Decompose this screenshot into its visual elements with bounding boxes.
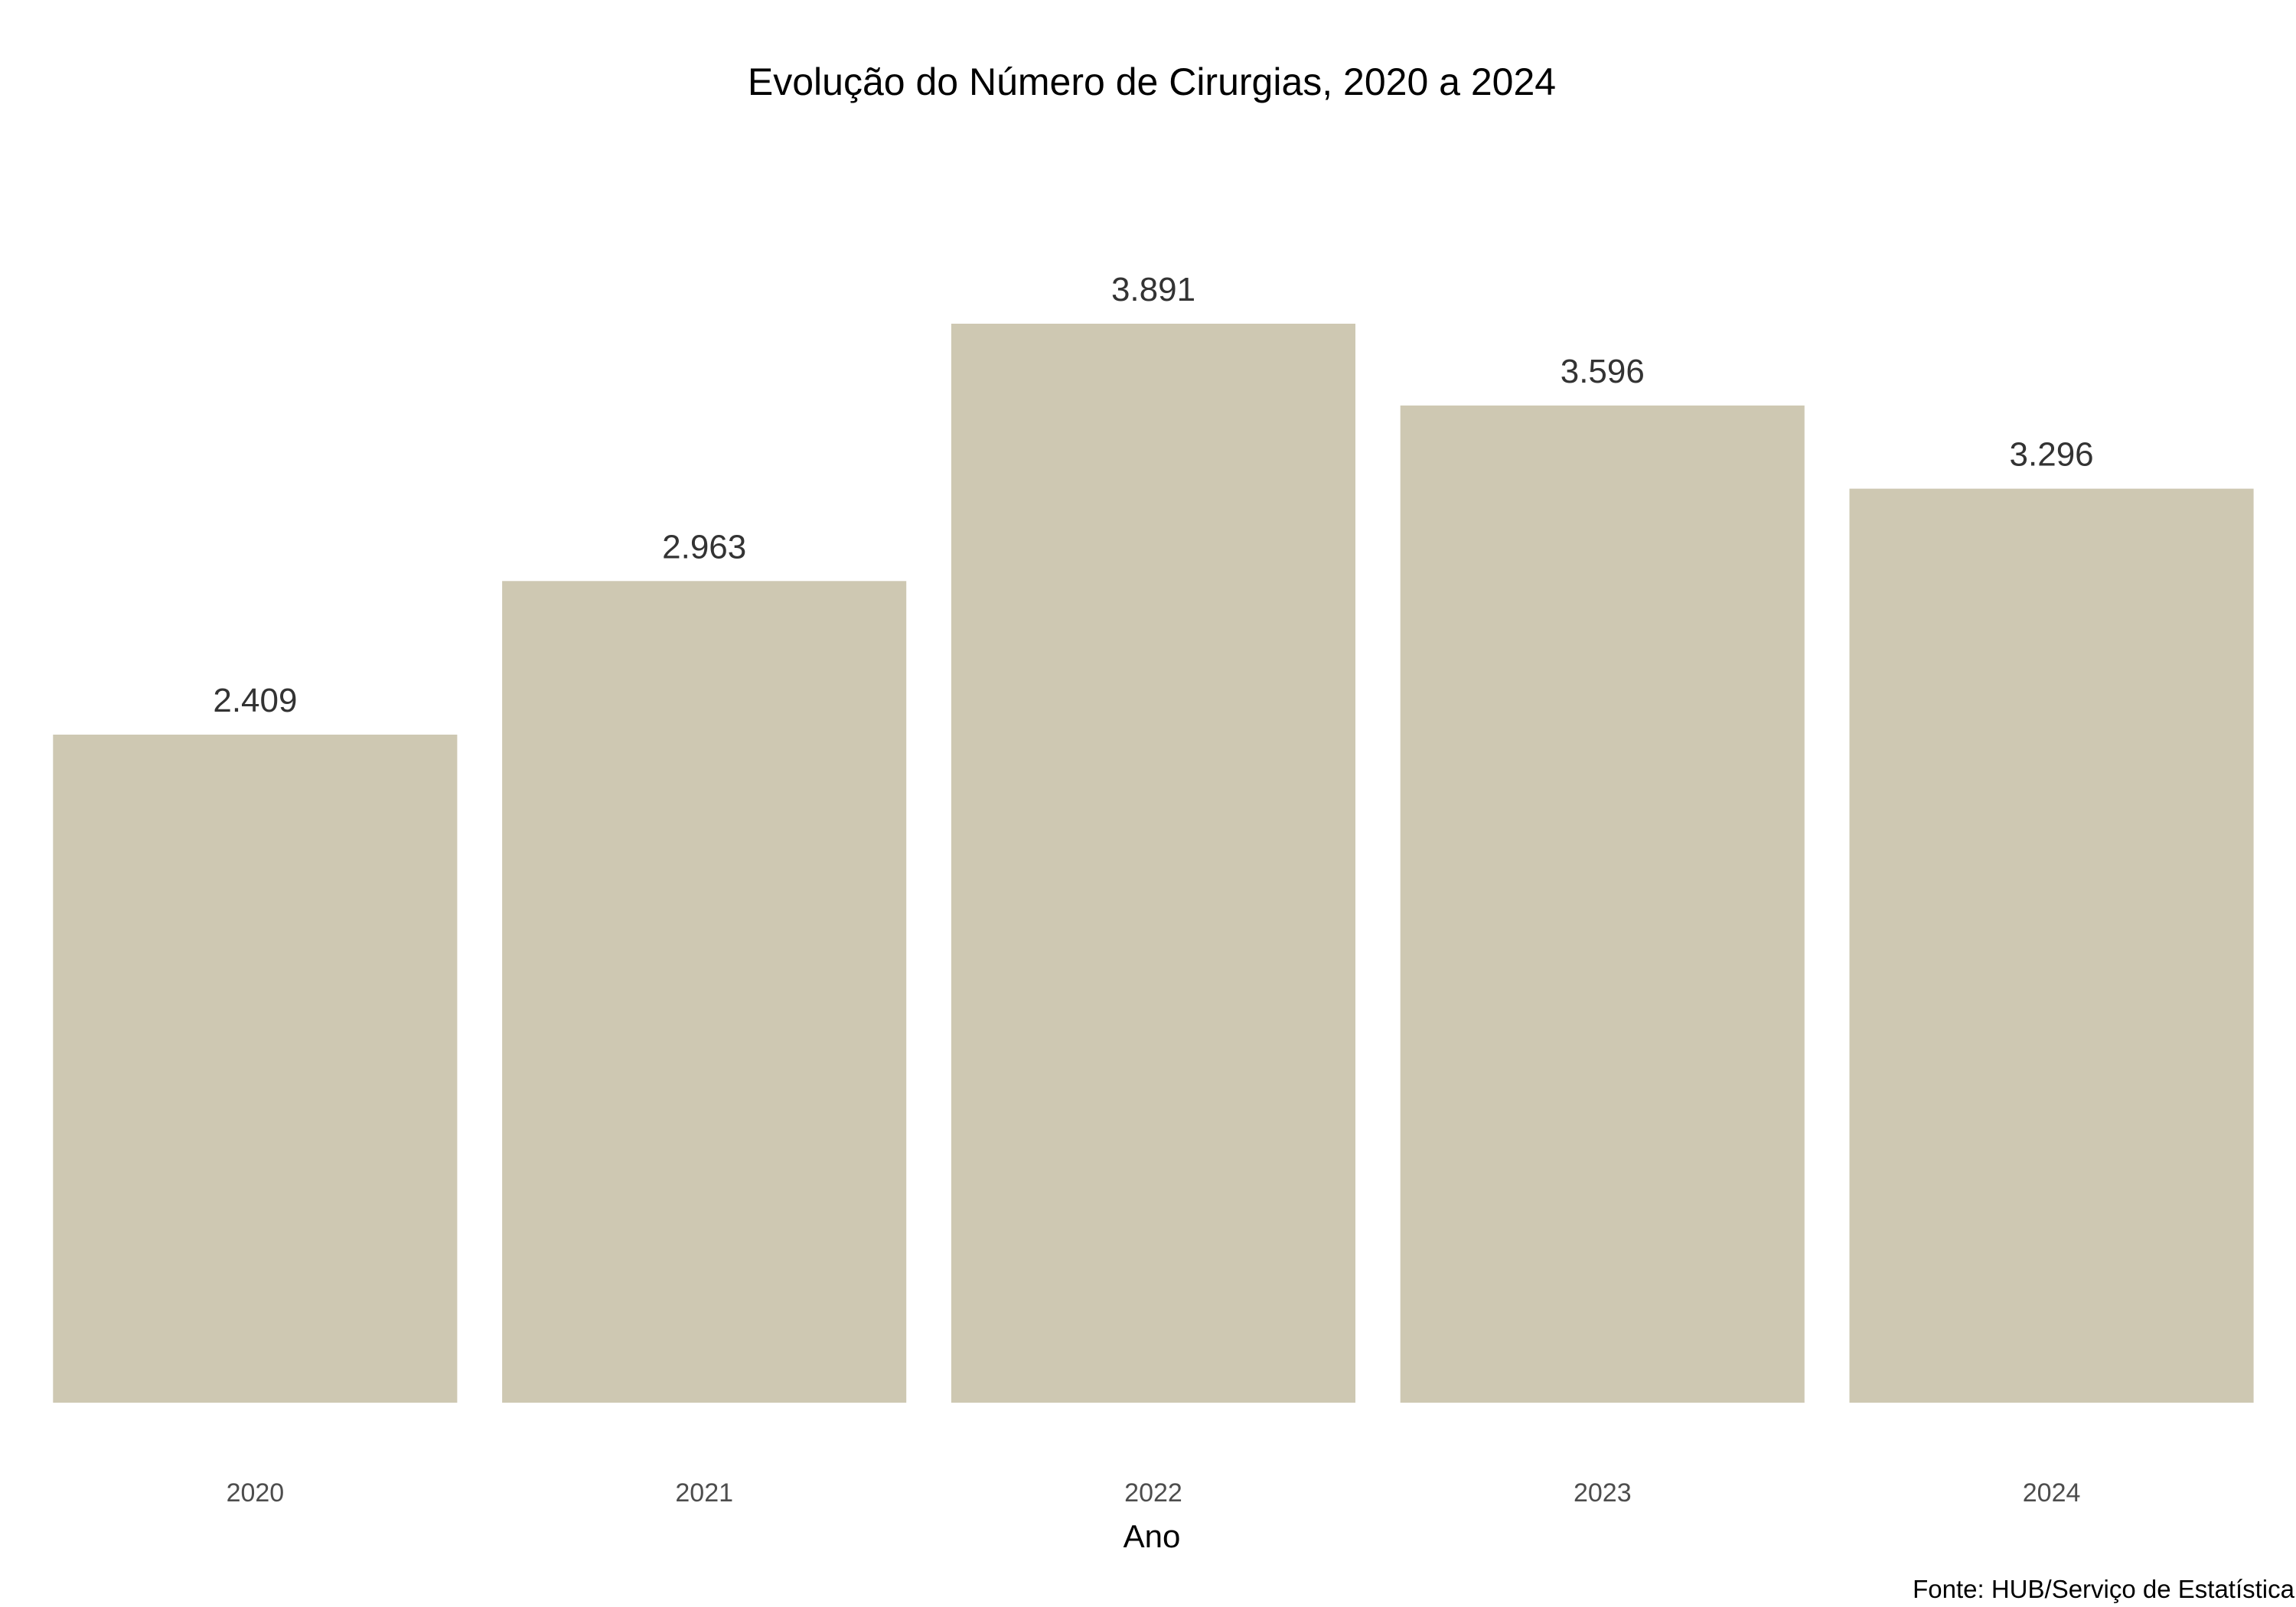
data-label-2024: 3.296: [2010, 436, 2094, 474]
data-label-2021: 2.963: [662, 528, 746, 566]
data-label-2022: 3.891: [1111, 271, 1195, 308]
data-labels-group: 2.409 2.963 3.891 3.596 3.296: [213, 271, 2093, 719]
bars-group: [53, 324, 2254, 1403]
bar-2022: [951, 324, 1355, 1403]
bar-2023: [1400, 405, 1805, 1403]
x-tick-label-2024: 2024: [2023, 1478, 2081, 1508]
x-axis-title: Ano: [1124, 1518, 1181, 1554]
bar-2024: [1849, 488, 2254, 1403]
chart-title: Evolução do Número de Cirurgias, 2020 a …: [748, 60, 1556, 103]
x-tick-label-2021: 2021: [675, 1478, 733, 1508]
bar-2021: [502, 581, 907, 1403]
bar-2020: [53, 735, 458, 1403]
x-tick-label-2023: 2023: [1574, 1478, 1632, 1508]
x-tick-label-2020: 2020: [227, 1478, 285, 1508]
data-label-2023: 3.596: [1561, 353, 1645, 390]
data-label-2020: 2.409: [213, 682, 297, 719]
chart-caption: Fonte: HUB/Serviço de Estatística: [1913, 1575, 2295, 1603]
x-tick-label-2022: 2022: [1124, 1478, 1182, 1508]
x-axis-tick-labels: 2020 2021 2022 2023 2024: [227, 1478, 2081, 1508]
